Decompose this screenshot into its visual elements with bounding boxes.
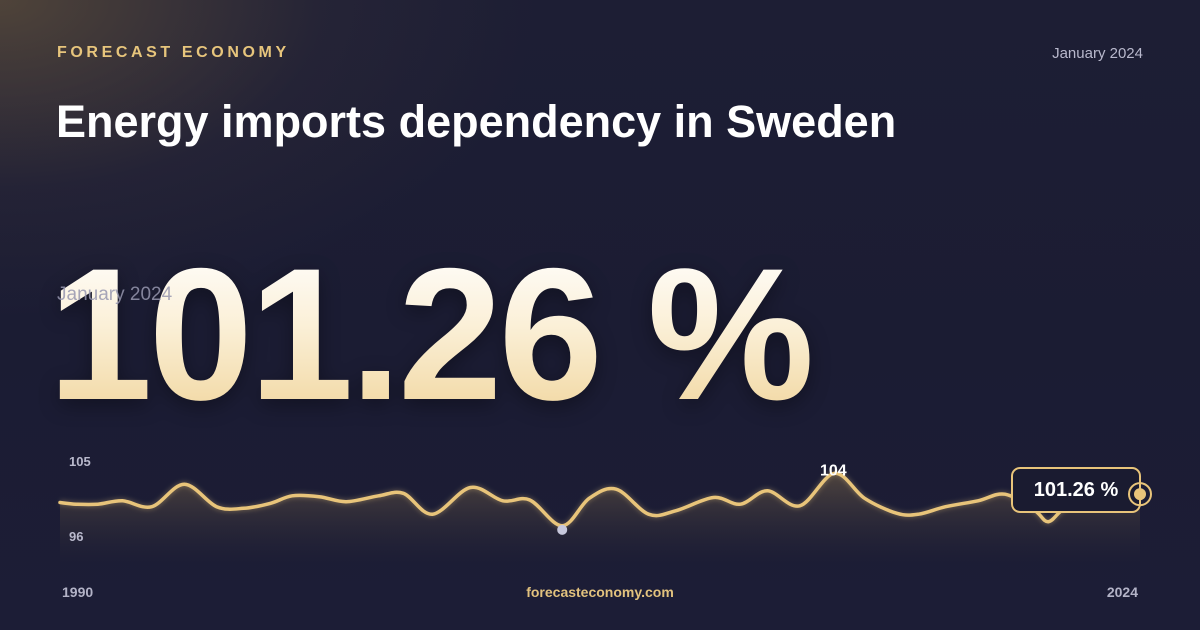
last-value-label: 101.26 % [1034, 479, 1119, 501]
x-tick-label: 2024 [1107, 584, 1138, 600]
brand-name: FORECAST ECONOMY [57, 44, 290, 61]
y-tick-label: 96 [69, 529, 83, 544]
series-line [58, 471, 1142, 528]
headline-value: 101.26 % [48, 229, 814, 439]
last-point-ring [1128, 482, 1152, 507]
chart-area [60, 473, 1140, 564]
value-date: January 2024 [57, 284, 173, 305]
x-tick-label: 1990 [62, 584, 93, 600]
min-marker [557, 524, 568, 535]
max-label: 104 [820, 462, 847, 479]
page-title: Energy imports dependency in Sweden [56, 96, 897, 147]
y-tick-label: 105 [69, 454, 91, 469]
header-date: January 2024 [1052, 45, 1143, 62]
last-point-marker [1134, 488, 1146, 501]
footer-url[interactable]: forecasteconomy.com [526, 584, 674, 600]
